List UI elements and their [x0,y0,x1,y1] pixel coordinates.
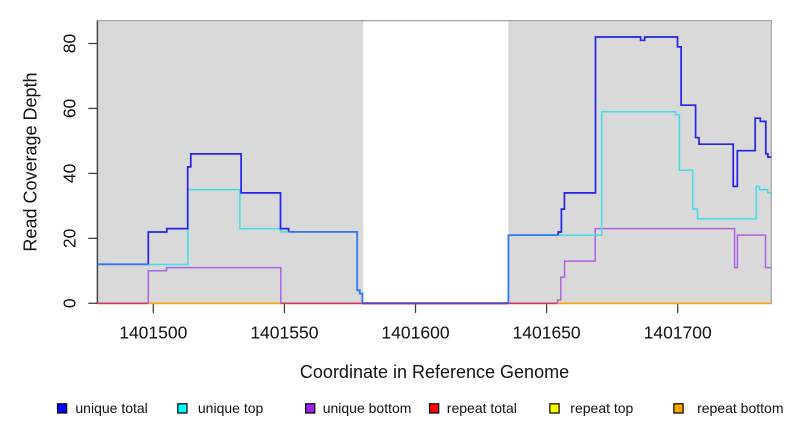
svg-text:40: 40 [60,163,80,183]
svg-text:repeat top: repeat top [570,400,633,416]
svg-text:unique total: unique total [75,400,147,416]
svg-text:unique bottom: unique bottom [323,400,412,416]
svg-text:0: 0 [60,298,80,308]
svg-text:1401600: 1401600 [381,323,449,343]
svg-text:Coordinate in Reference Genome: Coordinate in Reference Genome [300,362,569,382]
svg-text:1401550: 1401550 [250,323,318,343]
svg-text:1401700: 1401700 [644,323,712,343]
svg-text:repeat total: repeat total [447,400,517,416]
svg-text:unique top: unique top [198,400,264,416]
svg-text:1401650: 1401650 [513,323,581,343]
svg-text:80: 80 [60,34,80,54]
svg-text:60: 60 [60,98,80,118]
svg-text:repeat bottom: repeat bottom [697,400,783,416]
svg-text:1401500: 1401500 [119,323,187,343]
svg-text:20: 20 [60,228,80,248]
svg-text:Read Coverage Depth: Read Coverage Depth [21,72,41,251]
